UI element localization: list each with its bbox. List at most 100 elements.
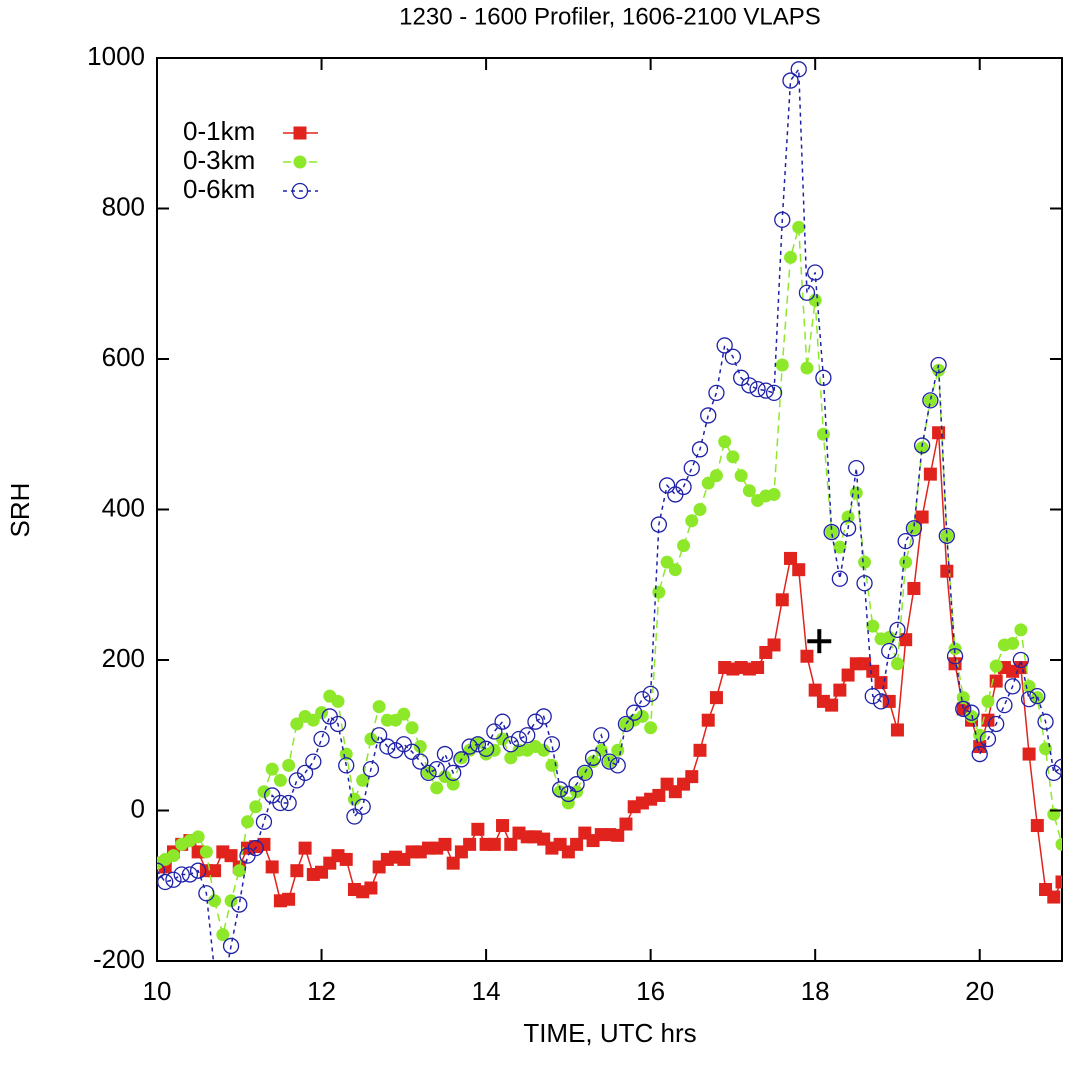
marker: [576, 764, 593, 782]
marker: [257, 785, 271, 799]
marker: [1020, 690, 1038, 708]
marker: [282, 758, 296, 772]
marker: [1006, 636, 1020, 650]
marker: [784, 551, 797, 565]
marker: [839, 520, 857, 537]
marker: [296, 764, 314, 782]
marker: [807, 264, 824, 281]
marker: [913, 437, 931, 454]
marker: [347, 792, 361, 806]
marker: [1047, 890, 1061, 904]
marker: [1004, 678, 1021, 695]
marker: [701, 476, 715, 490]
marker: [199, 845, 213, 859]
marker: [1053, 758, 1062, 776]
marker: [724, 348, 742, 365]
plus-marker: [807, 629, 832, 654]
x-tick-label: 14: [472, 976, 501, 1006]
plot-area: [157, 61, 1062, 980]
y-tick-label: 1000: [87, 41, 145, 71]
marker: [496, 732, 510, 746]
marker: [626, 704, 643, 721]
marker: [650, 516, 668, 533]
marker: [1014, 623, 1028, 637]
marker: [849, 486, 863, 500]
marker: [1045, 764, 1062, 782]
x-tick-label: 18: [801, 976, 830, 1006]
marker: [249, 800, 263, 814]
marker: [255, 813, 273, 830]
marker: [331, 694, 345, 708]
marker: [858, 555, 872, 569]
marker: [882, 630, 896, 644]
marker: [265, 762, 279, 776]
marker: [922, 392, 939, 409]
marker: [519, 727, 536, 744]
marker: [742, 484, 756, 498]
marker: [339, 852, 353, 866]
marker: [767, 638, 781, 652]
marker: [463, 837, 477, 851]
marker: [675, 478, 692, 496]
marker: [792, 563, 806, 577]
marker: [545, 758, 559, 772]
marker: [208, 864, 222, 878]
marker: [792, 220, 806, 234]
marker: [734, 469, 748, 483]
marker: [207, 965, 222, 980]
marker: [551, 781, 569, 798]
marker: [593, 727, 610, 744]
marker: [405, 721, 419, 735]
y-tick-label: 800: [102, 191, 145, 221]
series-line: [157, 67, 1062, 961]
marker: [504, 837, 518, 851]
marker: [298, 841, 312, 855]
marker: [173, 866, 190, 883]
marker: [560, 785, 577, 803]
marker: [866, 619, 880, 633]
marker: [601, 753, 618, 770]
marker: [535, 708, 552, 725]
marker: [644, 721, 658, 735]
marker: [1012, 651, 1030, 669]
marker: [338, 757, 355, 774]
marker: [537, 743, 551, 757]
marker: [940, 564, 954, 578]
marker: [864, 687, 881, 705]
marker: [790, 61, 807, 78]
marker: [890, 657, 904, 671]
legend-marker: [291, 182, 309, 200]
marker: [370, 727, 388, 744]
marker: [272, 794, 289, 812]
marker: [782, 72, 799, 89]
marker: [889, 621, 906, 639]
marker: [273, 773, 287, 787]
marker: [166, 849, 180, 863]
marker: [930, 356, 947, 374]
y-tick-label: 600: [102, 342, 145, 372]
marker: [594, 743, 608, 757]
marker: [963, 704, 980, 721]
marker: [757, 382, 774, 399]
marker: [634, 690, 651, 708]
marker: [955, 700, 972, 718]
marker: [561, 796, 575, 810]
legend-marker: [293, 126, 307, 140]
marker: [775, 358, 789, 372]
marker: [915, 441, 929, 455]
y-tick-label: 400: [102, 492, 145, 522]
marker: [617, 715, 635, 733]
marker: [584, 749, 602, 766]
marker: [751, 661, 765, 675]
marker: [973, 728, 987, 742]
marker: [923, 393, 937, 407]
marker: [487, 837, 501, 851]
x-tick-label: 12: [307, 976, 336, 1006]
marker: [446, 777, 460, 791]
marker: [438, 837, 452, 851]
marker: [436, 745, 454, 763]
marker: [775, 593, 789, 607]
marker: [635, 709, 649, 723]
marker: [718, 435, 732, 449]
marker: [1030, 819, 1044, 833]
